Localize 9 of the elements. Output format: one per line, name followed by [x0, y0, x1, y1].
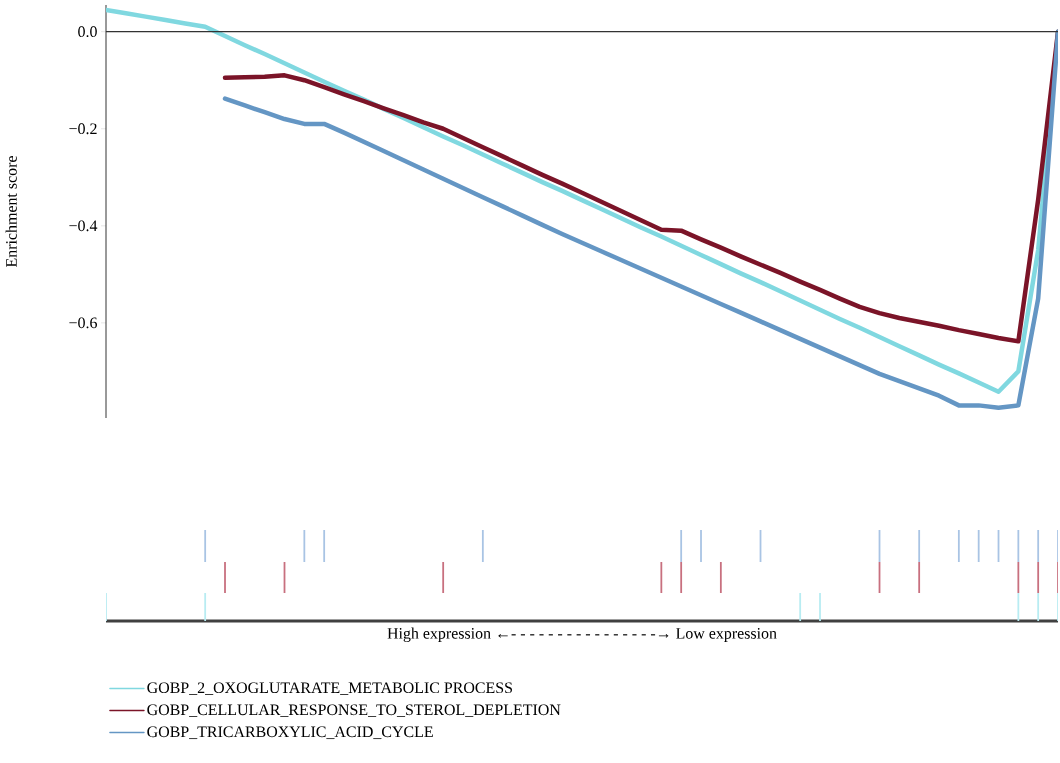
y-tick-label: −0.4 [69, 220, 98, 232]
y-axis-title: Enrichment score [5, 156, 17, 268]
x-axis-title: High expression ←- - - - - - - - - - - - - - - -→ Low expression [387, 627, 777, 643]
legend-label: GOBP_CELLULAR_RESPONSE_TO_STEROL_DEPLETION [147, 704, 561, 718]
y-tick-label: 0.0 [78, 26, 97, 38]
legend-label: GOBP_2_OXOGLUTARATE_METABOLIC PROCESS [147, 682, 512, 695]
legend-label: GOBP_TRICARBOXYLIC_ACID_CYCLE [147, 726, 433, 740]
y-tick-label: −0.2 [69, 123, 97, 135]
y-tick-label: −0.6 [69, 317, 98, 329]
